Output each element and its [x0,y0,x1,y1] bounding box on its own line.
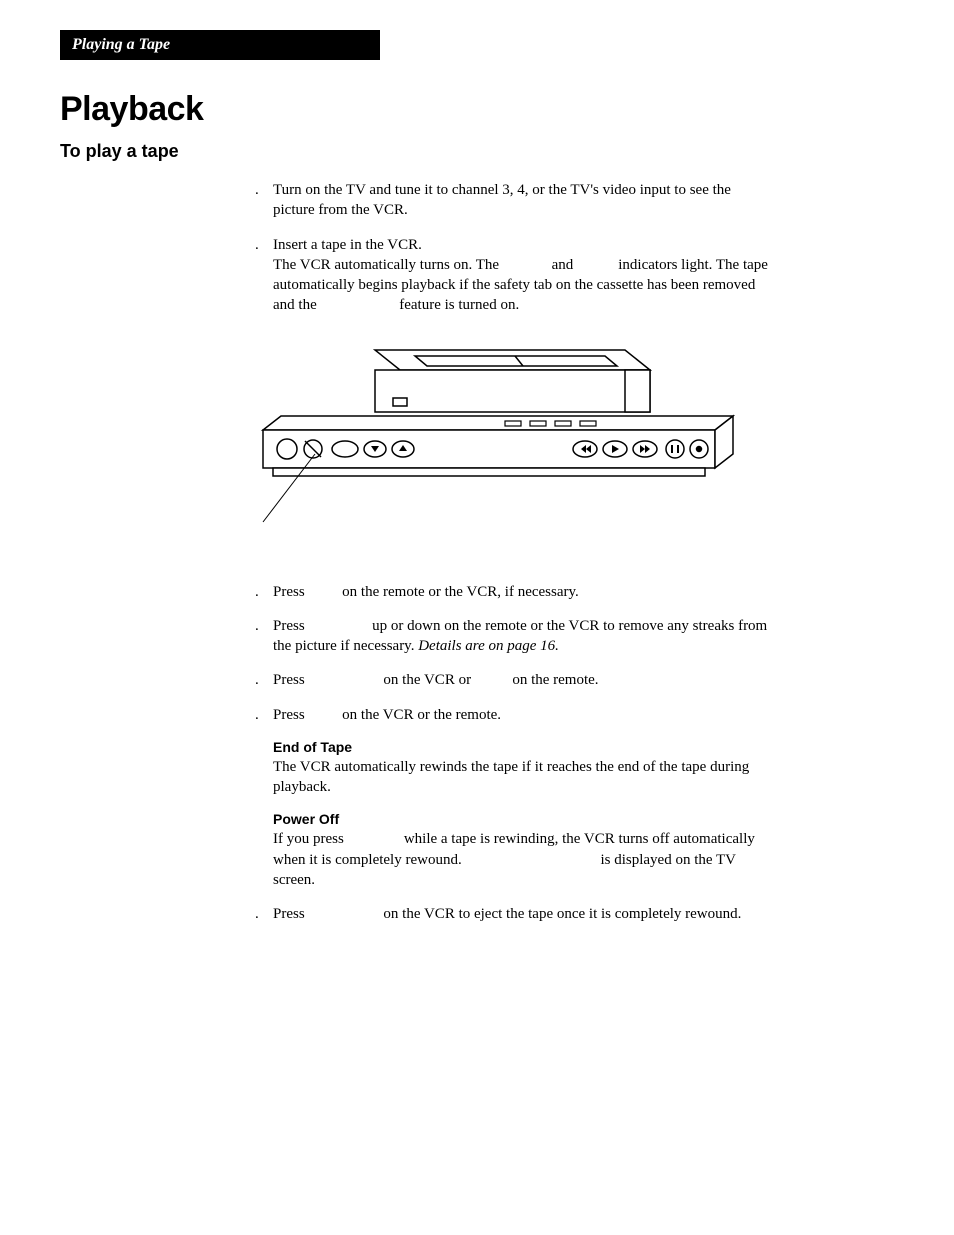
end-of-tape-section: End of Tape The VCR automatically rewind… [273,739,775,890]
step-bullet: . [255,180,273,221]
section-subtitle: To play a tape [60,141,894,162]
step-bullet: . [255,582,273,602]
subheading: End of Tape [273,739,775,755]
step-bullet: . [255,705,273,725]
step-2: . Insert a tape in the VCR. The VCR auto… [255,235,775,316]
step-text: Press on the remote or the VCR, if neces… [273,582,775,602]
step-text: Press on the VCR or on the remote. [273,670,775,690]
subheading: Power Off [273,811,775,827]
vcr-diagram [255,342,775,542]
content-body: . Turn on the TV and tune it to channel … [255,180,775,924]
step-6: . Press on the VCR or the remote. [255,705,775,725]
step-text: Press on the VCR or the remote. [273,705,775,725]
step-1: . Turn on the TV and tune it to channel … [255,180,775,221]
chapter-header: Playing a Tape [60,30,380,60]
step-bullet: . [255,616,273,657]
step-7: . Press on the VCR to eject the tape onc… [255,904,775,924]
paragraph: The VCR automatically rewinds the tape i… [273,757,775,798]
page-title: Playback [60,90,894,129]
step-5: . Press on the VCR or on the remote. [255,670,775,690]
step-bullet: . [255,904,273,924]
step-text: Press on the VCR to eject the tape once … [273,904,775,924]
step-bullet: . [255,235,273,316]
step-text: Turn on the TV and tune it to channel 3,… [273,180,775,221]
step-4: . Press up or down on the remote or the … [255,616,775,657]
paragraph: If you press while a tape is rewinding, … [273,829,775,890]
step-bullet: . [255,670,273,690]
step-3: . Press on the remote or the VCR, if nec… [255,582,775,602]
step-text: Insert a tape in the VCR. The VCR automa… [273,235,775,316]
step-text: Press up or down on the remote or the VC… [273,616,775,657]
